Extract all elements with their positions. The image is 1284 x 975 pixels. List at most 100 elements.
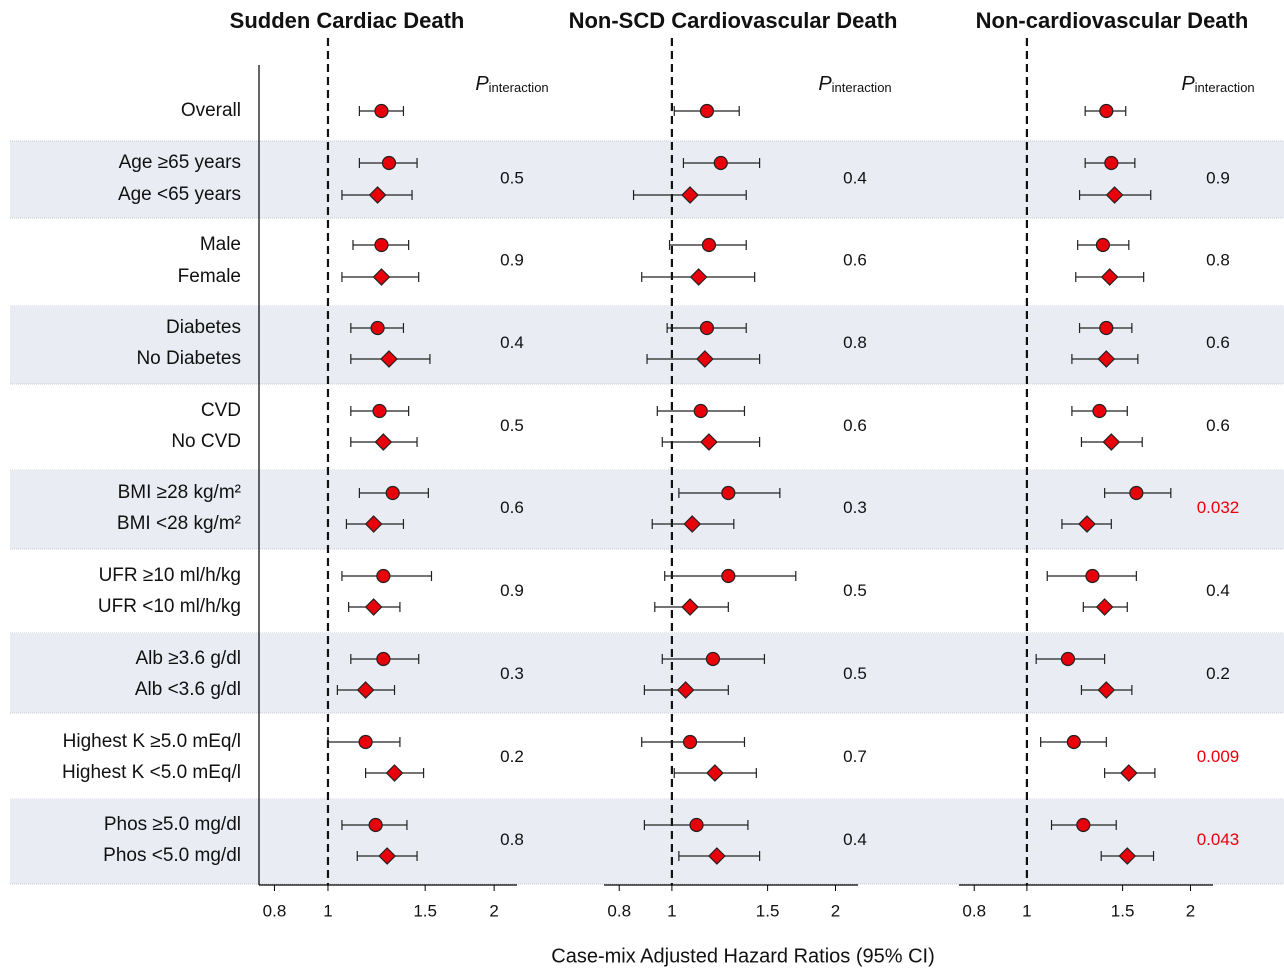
- row-label: UFR ≥10 ml/h/kg: [99, 565, 241, 586]
- point-estimate: [370, 320, 385, 336]
- p-header: Pinteraction: [818, 73, 891, 95]
- point-estimate: [1129, 485, 1144, 501]
- p-value: 0.8: [1206, 250, 1230, 269]
- point-estimate: [705, 651, 721, 667]
- row-label: UFR <10 ml/h/kg: [98, 596, 241, 617]
- p-value: 0.2: [500, 747, 524, 766]
- p-value: 0.6: [843, 416, 867, 435]
- point-estimate: [721, 568, 736, 584]
- p-value: 0.9: [500, 250, 524, 269]
- panel-title: Sudden Cardiac Death: [230, 8, 465, 33]
- point-estimate: [364, 515, 383, 533]
- point-estimate: [1104, 155, 1119, 171]
- p-value: 0.5: [843, 664, 867, 683]
- point-estimate: [696, 350, 714, 368]
- p-subscript: interaction: [489, 80, 549, 95]
- p-value: 0.4: [500, 333, 524, 352]
- p-value: 0.8: [843, 333, 867, 352]
- group-band: [10, 470, 1284, 549]
- point-estimate: [1099, 320, 1114, 336]
- x-tick-label: 1: [1022, 901, 1031, 920]
- x-tick-label: 1: [323, 901, 332, 920]
- point-estimate: [700, 433, 718, 451]
- x-axis-label: Case-mix Adjusted Hazard Ratios (95% CI): [551, 945, 934, 967]
- p-value: 0.9: [500, 581, 524, 600]
- p-subscript: interaction: [832, 80, 892, 95]
- point-estimate: [721, 485, 736, 501]
- point-estimate: [364, 598, 383, 616]
- row-label: No Diabetes: [136, 348, 241, 369]
- p-value: 0.6: [843, 250, 867, 269]
- p-value: 0.5: [500, 168, 524, 187]
- row-label: Diabetes: [166, 317, 241, 338]
- p-symbol: P: [1181, 73, 1195, 95]
- point-estimate: [681, 598, 699, 616]
- p-value: 0.043: [1197, 830, 1240, 849]
- point-estimate: [368, 186, 387, 204]
- point-estimate: [385, 764, 404, 782]
- row-label: Female: [178, 266, 241, 287]
- x-tick-label: 2: [831, 901, 840, 920]
- p-value: 0.5: [843, 581, 867, 600]
- point-estimate: [1100, 268, 1119, 286]
- point-estimate: [683, 515, 702, 533]
- x-tick-label: 1.5: [1111, 901, 1135, 920]
- point-estimate: [378, 847, 397, 865]
- point-estimate: [1105, 186, 1124, 204]
- point-estimate: [1099, 103, 1114, 119]
- row-label: CVD: [201, 400, 241, 421]
- x-tick-label: 1.5: [413, 901, 437, 920]
- point-estimate: [699, 320, 715, 336]
- p-value: 0.4: [843, 830, 867, 849]
- row-label: No CVD: [171, 431, 241, 452]
- group-band: [10, 141, 1284, 218]
- point-estimate: [1118, 847, 1137, 865]
- point-estimate: [1076, 817, 1091, 833]
- point-estimate: [372, 268, 391, 286]
- p-value: 0.3: [500, 664, 524, 683]
- p-value: 0.2: [1206, 664, 1230, 683]
- row-label: Highest K <5.0 mEq/l: [62, 762, 241, 783]
- point-estimate: [682, 734, 698, 750]
- p-value: 0.6: [1206, 333, 1230, 352]
- row-label: Highest K ≥5.0 mEq/l: [63, 731, 241, 752]
- group-band: [10, 633, 1284, 713]
- p-value: 0.9: [1206, 168, 1230, 187]
- x-tick-label: 2: [1186, 901, 1195, 920]
- point-estimate: [1119, 764, 1138, 782]
- point-estimate: [1066, 734, 1081, 750]
- group-band: [10, 799, 1284, 884]
- group-band: [10, 306, 1284, 384]
- p-value: 0.032: [1197, 498, 1240, 517]
- point-estimate: [1102, 433, 1121, 451]
- point-estimate: [1095, 237, 1111, 253]
- p-value: 0.7: [843, 747, 867, 766]
- point-estimate: [374, 237, 389, 253]
- panel-title: Non-SCD Cardiovascular Death: [569, 8, 898, 33]
- p-value: 0.3: [843, 498, 867, 517]
- point-estimate: [713, 155, 728, 171]
- row-label: Age <65 years: [118, 184, 241, 205]
- point-estimate: [681, 186, 699, 204]
- p-value: 0.5: [500, 416, 524, 435]
- point-estimate: [693, 403, 708, 419]
- point-estimate: [1097, 350, 1116, 368]
- p-value: 0.6: [500, 498, 524, 517]
- background: [10, 140, 1284, 885]
- point-estimate: [676, 681, 695, 699]
- point-estimate: [706, 764, 724, 782]
- point-estimate: [1060, 651, 1076, 667]
- row-label: Overall: [181, 100, 241, 121]
- point-estimate: [380, 350, 398, 368]
- point-estimate: [1085, 568, 1100, 584]
- x-tick-label: 0.8: [607, 901, 631, 920]
- point-estimate: [381, 155, 397, 171]
- point-estimate: [356, 681, 375, 699]
- point-estimate: [372, 403, 387, 419]
- point-estimate: [689, 268, 708, 286]
- row-label: Phos ≥5.0 mg/dl: [104, 814, 241, 835]
- x-tick-label: 2: [489, 901, 498, 920]
- row-label: Alb <3.6 g/dl: [135, 679, 241, 700]
- point-estimate: [385, 485, 400, 501]
